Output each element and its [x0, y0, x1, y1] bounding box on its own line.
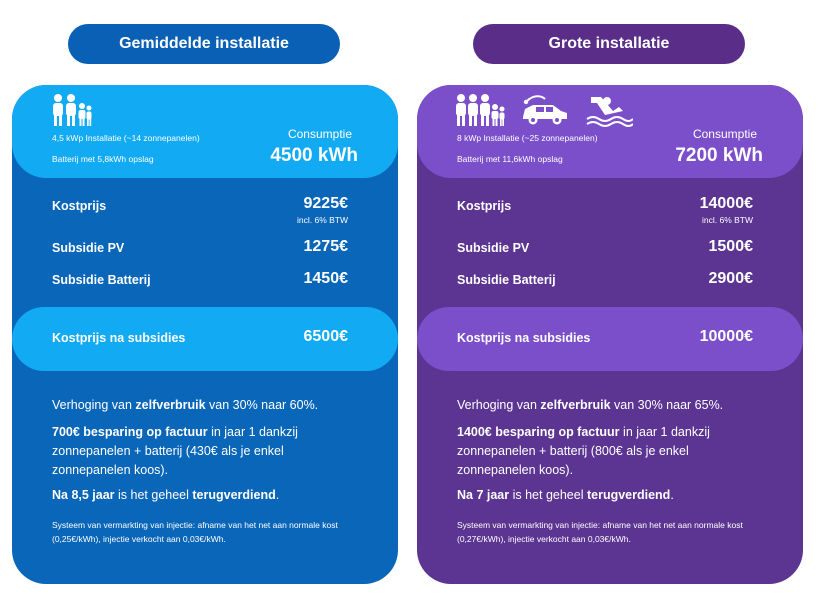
- footnote: Systeem van vermarkting van injectie: af…: [457, 520, 743, 544]
- subsidie-batterij-label: Subsidie Batterij: [52, 273, 151, 287]
- battery-spec: Batterij met 11,6kWh opslag: [457, 154, 563, 164]
- btw-note: incl. 6% BTW: [296, 215, 348, 225]
- subsidie-batterij-value: 1450€: [303, 270, 349, 287]
- kostprijs-value: 14000€: [699, 195, 753, 212]
- icon-row: [455, 93, 633, 127]
- after-subsidy-value: 6500€: [303, 328, 349, 345]
- family-icon: [455, 93, 505, 127]
- card-header-panel: 8 kWp Installatie (~25 zonnepanelen) Bat…: [417, 85, 803, 178]
- title-grote-installatie: Grote installatie: [473, 24, 745, 64]
- battery-spec: Batterij met 5,8kWh opslag: [52, 154, 154, 164]
- btw-note: incl. 6% BTW: [701, 215, 753, 225]
- terugverdiend-text: Na 7 jaar is het geheel terugverdiend.: [457, 488, 674, 502]
- after-subsidy-label: Kostprijs na subsidies: [457, 331, 591, 345]
- kostprijs-value: 9225€: [303, 195, 349, 212]
- after-subsidy-panel: Kostprijs na subsidies 10000€: [417, 307, 803, 371]
- after-subsidy-label: Kostprijs na subsidies: [52, 331, 186, 345]
- card-header-panel: 4,5 kWp Installatie (~14 zonnepanelen) B…: [12, 85, 398, 178]
- card-grote-installatie: 8 kWp Installatie (~25 zonnepanelen) Bat…: [417, 85, 803, 584]
- zelfverbruik-text: Verhoging van zelfverbruik van 30% naar …: [52, 398, 319, 412]
- besparing-text: 1400€ besparing op factuur in jaar 1 dan…: [457, 425, 710, 477]
- zelfverbruik-text: Verhoging van zelfverbruik van 30% naar …: [457, 398, 724, 412]
- after-subsidy-value: 10000€: [699, 328, 753, 345]
- consumption-label: Consumptie: [287, 127, 352, 141]
- besparing-text: 700€ besparing op factuur in jaar 1 dank…: [52, 425, 298, 477]
- kostprijs-label: Kostprijs: [52, 199, 107, 213]
- subsidie-pv-label: Subsidie PV: [457, 241, 530, 255]
- electric-car-icon: [519, 93, 571, 127]
- card-gemiddelde-installatie: 4,5 kWp Installatie (~14 zonnepanelen) B…: [12, 85, 398, 584]
- icon-row: [50, 93, 92, 127]
- subsidie-pv-label: Subsidie PV: [52, 241, 125, 255]
- terugverdiend-text: Na 8,5 jaar is het geheel terugverdiend.: [52, 488, 280, 502]
- consumption-label: Consumptie: [692, 127, 757, 141]
- consumption-value: 7200 kWh: [675, 145, 763, 166]
- family-icon: [50, 93, 92, 127]
- subsidie-pv-value: 1275€: [303, 238, 349, 255]
- subsidie-pv-value: 1500€: [708, 238, 754, 255]
- installation-spec: 8 kWp Installatie (~25 zonnepanelen): [457, 133, 598, 143]
- consumption-value: 4500 kWh: [270, 145, 358, 166]
- swimming-icon: [585, 93, 633, 127]
- title-gemiddelde-installatie: Gemiddelde installatie: [68, 24, 340, 64]
- subsidie-batterij-value: 2900€: [708, 270, 754, 287]
- kostprijs-label: Kostprijs: [457, 199, 512, 213]
- footnote: Systeem van vermarkting van injectie: af…: [52, 520, 338, 544]
- after-subsidy-panel: Kostprijs na subsidies 6500€: [12, 307, 398, 371]
- installation-spec: 4,5 kWp Installatie (~14 zonnepanelen): [52, 133, 200, 143]
- subsidie-batterij-label: Subsidie Batterij: [457, 273, 556, 287]
